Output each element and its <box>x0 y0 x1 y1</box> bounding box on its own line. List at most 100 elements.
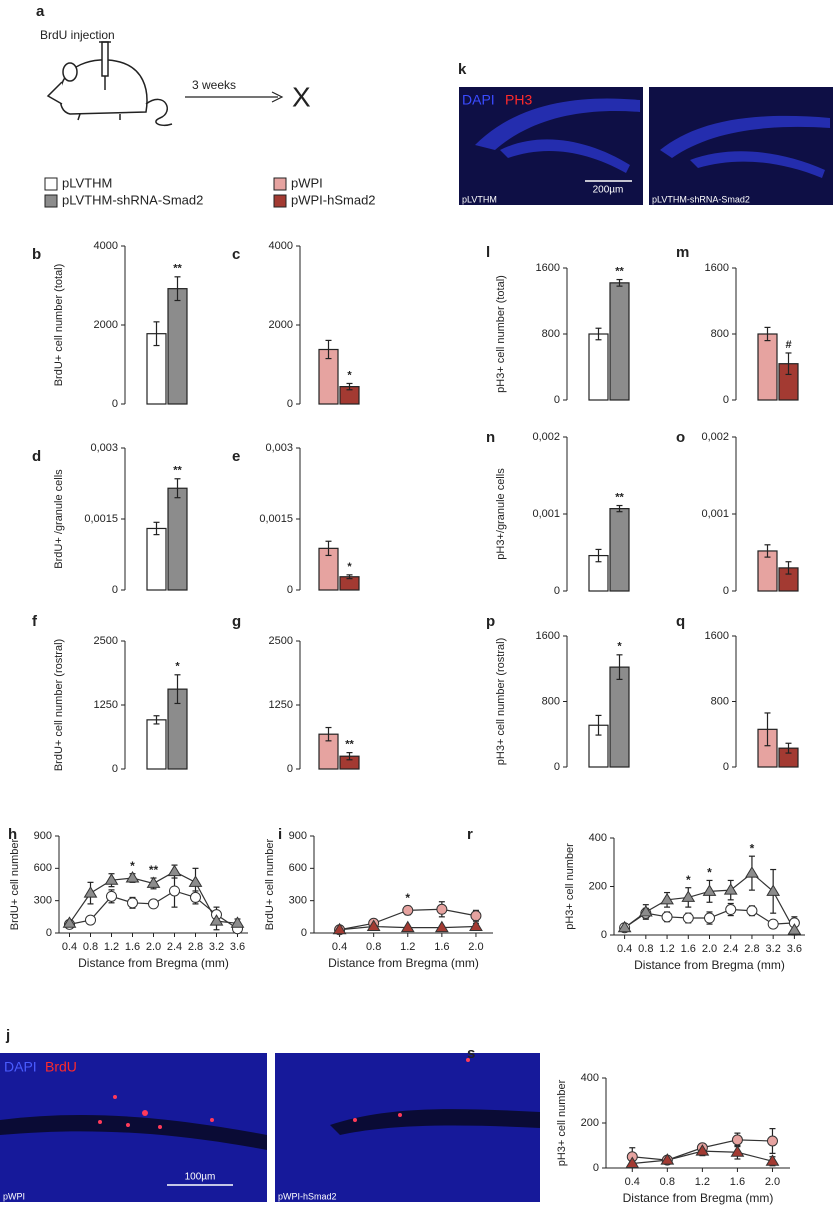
marker-circle <box>148 898 159 910</box>
y-tick-label: 0,003 <box>265 442 293 454</box>
marker-circle <box>725 904 737 916</box>
granule-layer <box>475 98 640 150</box>
brdu-cells <box>98 1058 470 1129</box>
y-tick-label: 1600 <box>705 630 729 642</box>
marker-circle <box>169 885 180 897</box>
y-tick-label: 4000 <box>269 240 293 252</box>
x-tick-label: 1.6 <box>681 943 696 955</box>
y-tick-label: 0,0015 <box>259 513 293 525</box>
cell <box>126 1123 130 1127</box>
stain-label: BrdU <box>45 1059 77 1075</box>
x-tick-label: 0.4 <box>617 943 632 955</box>
y-tick-label: 0,002 <box>532 431 560 443</box>
marker-triangle <box>638 904 653 917</box>
y-axis-label: BrdU+ /granule cells <box>53 469 65 569</box>
arrow-head <box>271 91 284 103</box>
marker-circle <box>127 897 138 909</box>
marker-triangle <box>188 875 203 887</box>
y-tick-label: 0,002 <box>701 431 729 443</box>
granule-layer <box>500 139 630 173</box>
y-axis-label: pH3+/granule cells <box>495 468 507 560</box>
marker-triangle <box>434 920 449 933</box>
x-tick-label: 1.6 <box>125 941 140 953</box>
stain-label: PH3 <box>505 92 532 108</box>
y-axis-label: pH3+ cell number <box>564 843 576 930</box>
x-tick-label: 1.6 <box>730 1176 745 1188</box>
y-tick-label: 1250 <box>94 699 118 711</box>
y-tick-label: 1250 <box>269 699 293 711</box>
significance: ** <box>149 863 159 877</box>
x-tick-label: 1.6 <box>434 941 449 953</box>
marker-triangle <box>332 922 347 935</box>
y-tick-label: 600 <box>289 862 307 874</box>
panel-letter: f <box>32 613 38 630</box>
y-tick-label: 800 <box>711 695 729 707</box>
marker-circle <box>106 890 117 902</box>
x-tick-label: 0.8 <box>366 941 381 953</box>
marker-circle <box>436 903 448 915</box>
marker-triangle <box>83 886 98 898</box>
y-tick-label: 0 <box>46 927 52 939</box>
marker-triangle <box>765 1154 780 1166</box>
bar <box>757 333 778 401</box>
micrograph <box>275 1053 540 1202</box>
y-axis-label: BrdU+ cell number <box>9 838 21 930</box>
panel-letter: b <box>32 246 41 263</box>
significance: ** <box>615 491 624 503</box>
significance: * <box>347 561 352 573</box>
x-tick-label: 0.8 <box>660 1176 675 1188</box>
y-tick-label: 2000 <box>94 319 118 331</box>
y-tick-label: 0 <box>287 763 293 775</box>
y-tick-label: 1600 <box>536 630 560 642</box>
panel-letter: d <box>32 448 41 465</box>
marker-triangle <box>366 919 381 932</box>
mouse-tail <box>145 98 173 127</box>
marker-triangle <box>400 920 415 933</box>
y-tick-label: 0 <box>287 584 293 596</box>
panel-letter: k <box>458 61 467 78</box>
significance: * <box>617 641 622 653</box>
y-tick-label: 900 <box>289 830 307 842</box>
significance: * <box>686 873 691 887</box>
significance: * <box>707 866 712 880</box>
x-tick-label: 2.0 <box>765 1176 780 1188</box>
x-tick-label: 2.4 <box>723 943 738 955</box>
y-tick-label: 800 <box>542 328 560 340</box>
y-tick-label: 0 <box>112 584 118 596</box>
x-tick-label: 0.8 <box>638 943 653 955</box>
legend-label: pWPI-hSmad2 <box>291 192 376 207</box>
y-tick-label: 0,003 <box>90 442 118 454</box>
image-label: pWPI <box>3 1191 25 1201</box>
legend-swatch <box>44 177 58 191</box>
y-tick-label: 1600 <box>536 262 560 274</box>
marker-triangle <box>625 1156 640 1168</box>
cell <box>98 1120 102 1124</box>
significance: * <box>130 859 135 873</box>
marker-triangle <box>62 916 77 928</box>
cell <box>158 1125 162 1129</box>
y-axis-label: pH3+ cell number (total) <box>495 275 507 393</box>
marker-circle <box>190 891 201 903</box>
x-tick-label: 1.2 <box>659 943 674 955</box>
scale-label: 200µm <box>593 185 624 196</box>
y-tick-label: 600 <box>34 862 52 874</box>
x-tick-label: 1.2 <box>695 1176 710 1188</box>
y-tick-label: 4000 <box>94 240 118 252</box>
y-tick-label: 2000 <box>269 319 293 331</box>
x-tick-label: 0.4 <box>625 1176 640 1188</box>
panel-letter: r <box>467 826 473 843</box>
panel-letter: s <box>467 1045 475 1062</box>
x-tick-label: 2.8 <box>744 943 759 955</box>
significance: ** <box>173 263 182 275</box>
marker-circle <box>470 910 482 922</box>
mouse-body <box>59 59 148 115</box>
cell <box>466 1058 470 1062</box>
marker-circle <box>682 912 694 924</box>
y-tick-label: 400 <box>581 1072 599 1084</box>
bar <box>609 508 630 592</box>
bar <box>167 487 188 591</box>
legend-swatch <box>44 194 58 208</box>
y-tick-label: 2500 <box>269 635 293 647</box>
marker-triangle <box>660 1153 675 1165</box>
marker-circle <box>85 914 96 926</box>
